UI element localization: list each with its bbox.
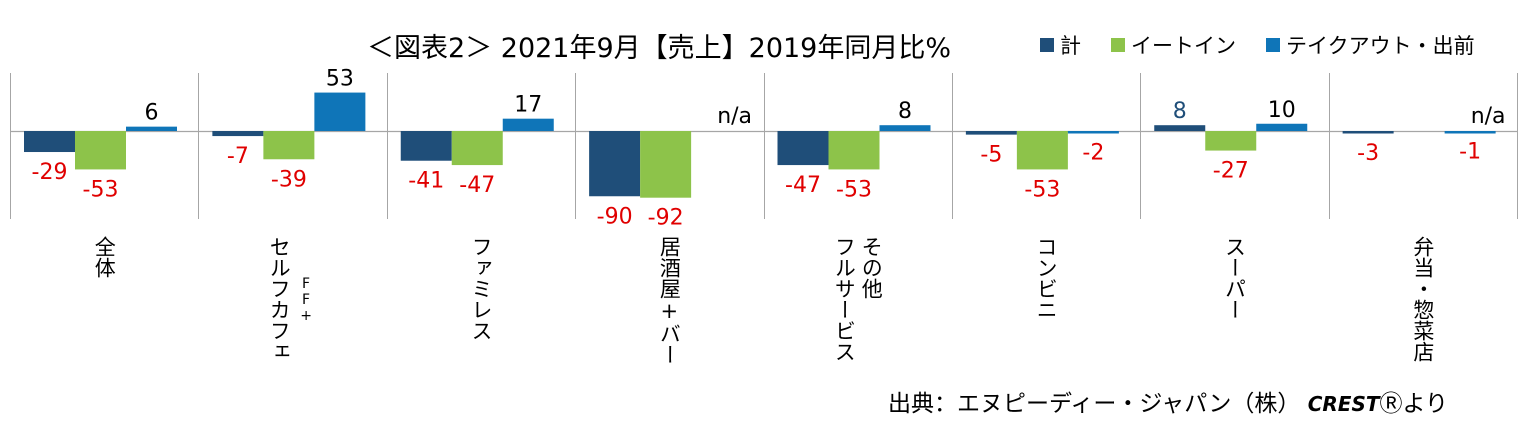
bar-eat-in <box>263 131 315 160</box>
chart-legend: 計 イートイン テイクアウト・出前 <box>1040 30 1475 60</box>
data-label-kei: 8 <box>1173 99 1187 124</box>
data-label-kei: -47 <box>785 173 821 198</box>
na-label: n/a <box>717 104 752 129</box>
bar-eat-in <box>640 131 692 198</box>
legend-label-takeout: テイクアウト・出前 <box>1286 34 1475 58</box>
category-label: 居酒屋+バー <box>657 236 681 365</box>
chart-title: ＜図表2＞ 2021年9月【売上】2019年同月比% <box>367 33 952 64</box>
legend-label-kei: 計 <box>1060 34 1081 58</box>
na-label: n/a <box>1471 104 1506 129</box>
bar-kei <box>400 131 452 161</box>
data-label-takeout: 53 <box>326 67 354 92</box>
legend-item-takeout: テイクアウト・出前 <box>1266 30 1475 60</box>
source-brand: CREST <box>1307 392 1380 416</box>
bar-kei <box>1342 131 1394 134</box>
bar-kei <box>965 131 1017 135</box>
source-suffix: より <box>1402 391 1449 417</box>
bar-takeout <box>126 126 177 131</box>
bar-eat-in <box>75 131 126 170</box>
data-label-eat-in: -53 <box>83 177 119 202</box>
category-label: FF+ <box>298 276 314 324</box>
bar-takeout <box>314 92 366 131</box>
data-label-takeout: -1 <box>1459 140 1481 165</box>
data-label-takeout: 8 <box>898 99 912 124</box>
data-label-eat-in: -53 <box>1024 177 1060 202</box>
data-label-eat-in: -39 <box>271 167 307 192</box>
legend-label-eat-in: イートイン <box>1131 34 1236 58</box>
bar-kei <box>589 131 641 197</box>
data-label-eat-in: -53 <box>836 177 872 202</box>
bar-takeout <box>1444 131 1496 134</box>
bar-eat-in <box>1205 131 1257 151</box>
source-prefix: 出典：エヌピーディー・ジャパン（株） <box>888 391 1301 417</box>
data-label-eat-in: -27 <box>1213 159 1249 184</box>
category-label: セルフカフェ <box>267 236 291 362</box>
data-label-takeout: 6 <box>145 101 159 126</box>
bar-kei <box>24 131 75 153</box>
bar-kei <box>1154 125 1206 131</box>
category-label: 弁当・惣菜店 <box>1411 236 1435 362</box>
category-label: 全体 <box>92 236 116 278</box>
data-label-takeout: 10 <box>1268 98 1296 123</box>
data-label-eat-in: -92 <box>648 206 684 231</box>
bar-takeout <box>502 118 554 131</box>
bar-eat-in <box>828 131 880 170</box>
bar-takeout <box>1256 123 1308 131</box>
data-label-kei: -29 <box>32 160 68 185</box>
source-note: 出典：エヌピーディー・ジャパン（株） CRESTⓇより <box>888 384 1448 418</box>
data-label-takeout: -2 <box>1082 140 1104 165</box>
category-label: その他 <box>859 236 883 299</box>
bar-takeout <box>1067 131 1119 134</box>
data-label-kei: -5 <box>980 143 1002 168</box>
bar-kei <box>212 131 264 137</box>
bar-eat-in <box>451 131 503 166</box>
data-label-kei: -41 <box>408 169 444 194</box>
data-label-kei: -3 <box>1357 141 1379 166</box>
category-label: コンビニ <box>1034 236 1058 320</box>
category-label: ファミレス <box>469 236 493 341</box>
category-label: スーパー <box>1222 236 1246 320</box>
legend-item-eat-in: イートイン <box>1111 30 1236 60</box>
legend-item-kei: 計 <box>1040 30 1081 60</box>
data-label-eat-in: -47 <box>459 173 495 198</box>
data-label-takeout: 17 <box>514 93 542 118</box>
legend-swatch-eat-in <box>1111 38 1125 52</box>
data-label-kei: -90 <box>597 204 633 229</box>
legend-swatch-takeout <box>1266 38 1280 52</box>
data-label-kei: -7 <box>227 144 249 169</box>
source-brand-mark: Ⓡ <box>1379 391 1403 417</box>
category-label: フルサービス <box>832 236 856 362</box>
bar-eat-in <box>1016 131 1068 170</box>
legend-swatch-kei <box>1040 38 1054 52</box>
bar-takeout <box>879 125 931 131</box>
bar-kei <box>777 131 829 166</box>
